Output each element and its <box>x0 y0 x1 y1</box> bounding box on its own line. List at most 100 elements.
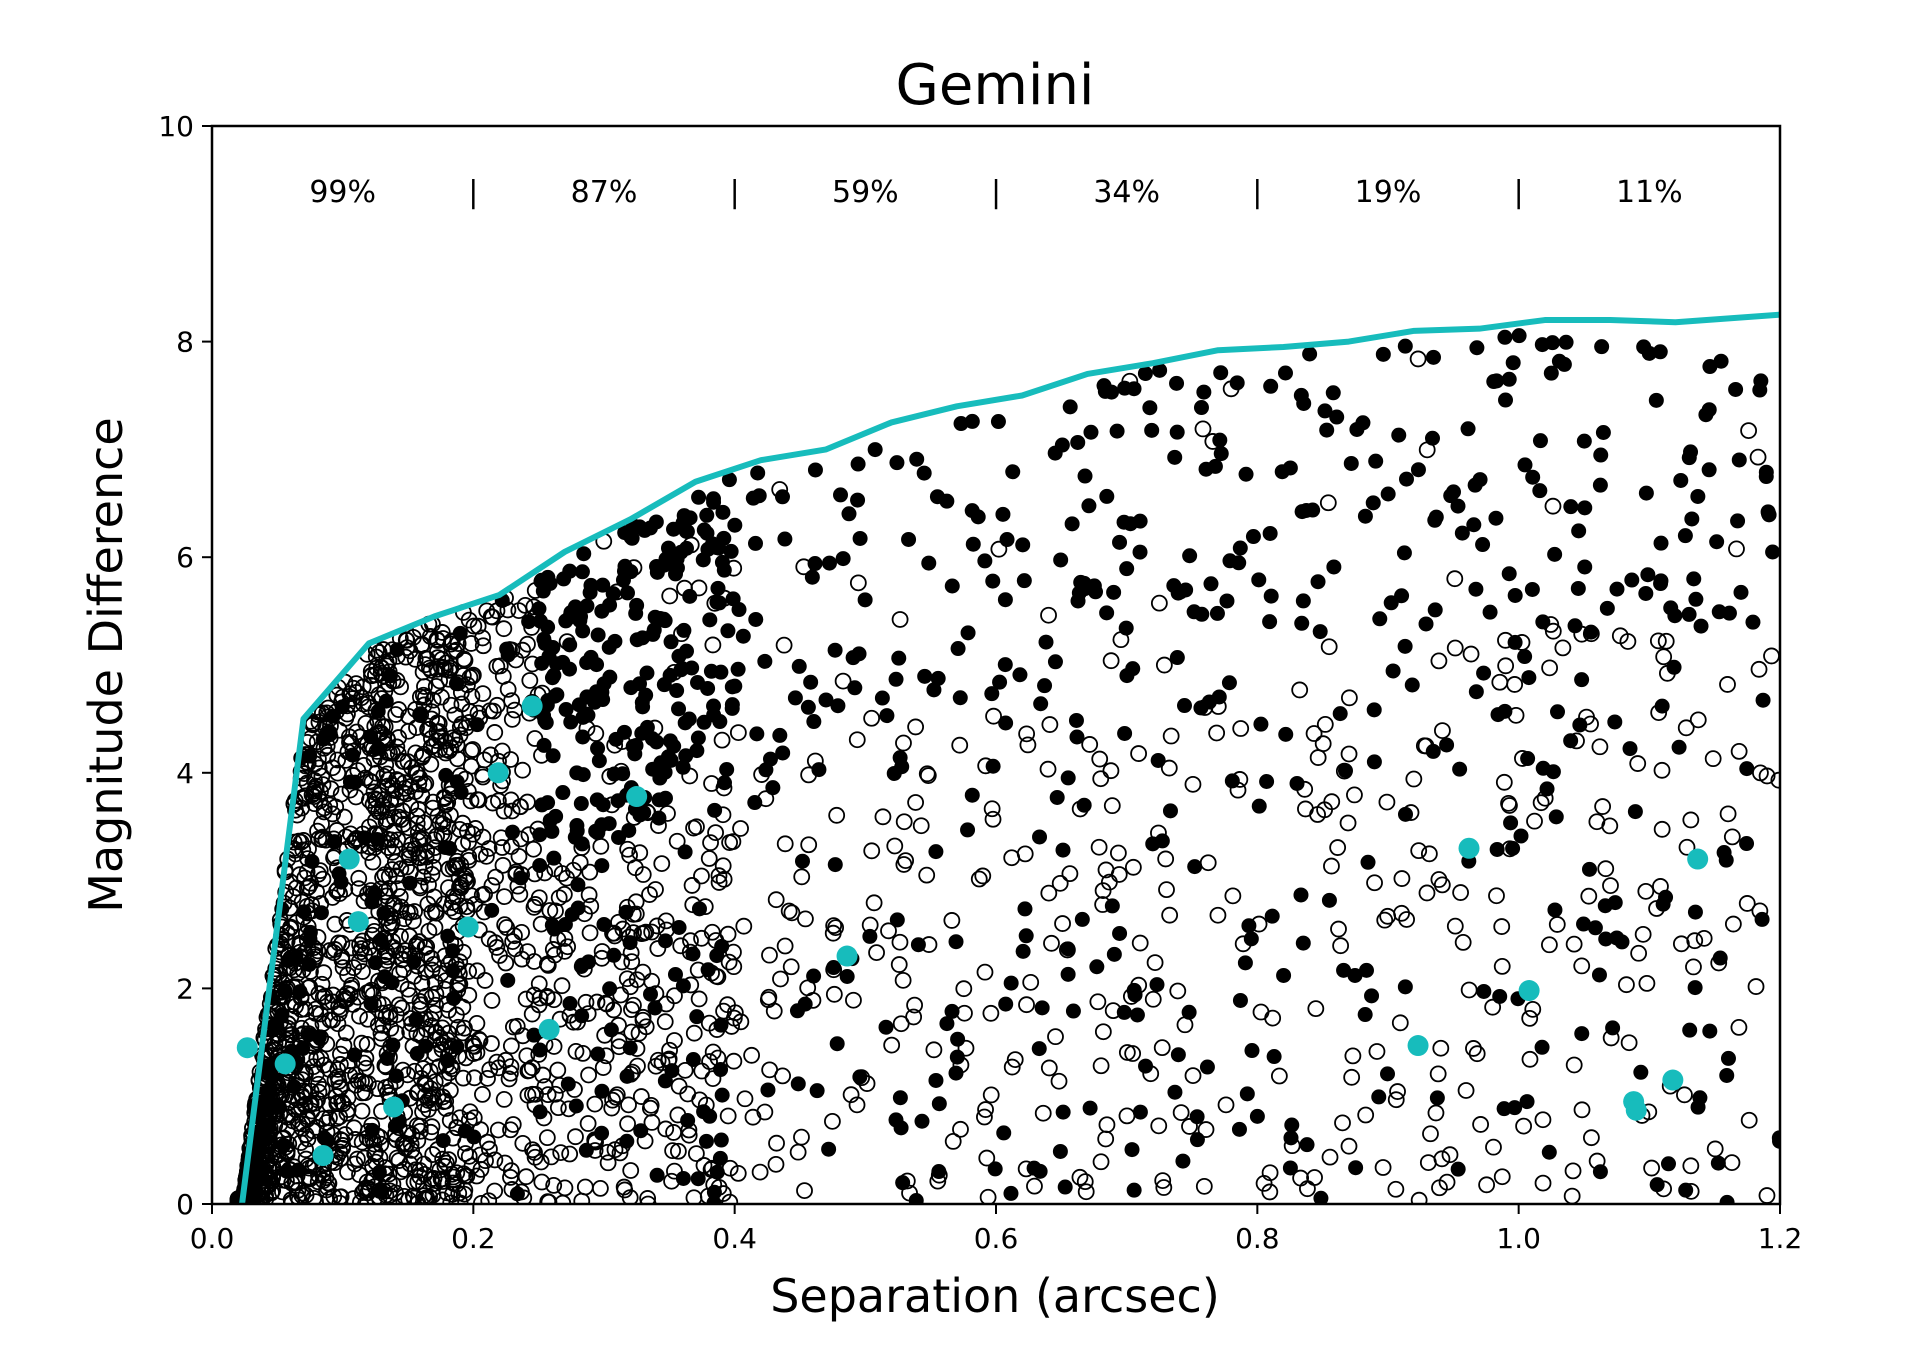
scatter-point-open <box>943 912 961 929</box>
scatter-point-open <box>477 1152 494 1170</box>
scatter-point-open <box>1346 786 1363 804</box>
scatter-point-filled <box>1721 605 1737 621</box>
scatter-point-filled <box>1467 477 1483 493</box>
scatter-point-open <box>309 822 326 840</box>
scatter-point-open <box>1597 860 1615 878</box>
scatter-point-filled <box>1199 1059 1215 1075</box>
scatter-point-filled <box>563 714 579 730</box>
scatter-point-filled <box>1047 445 1063 461</box>
scatter-point-open <box>530 889 548 907</box>
scatter-point-filled <box>751 488 767 504</box>
scatter-point-open <box>1092 1057 1110 1075</box>
scatter-point-filled <box>1138 1058 1154 1074</box>
scatter-point-open <box>324 759 341 777</box>
scatter-point-filled <box>889 455 905 471</box>
scatter-point-open <box>955 980 973 998</box>
scatter-point-filled <box>326 834 342 850</box>
scatter-point-open <box>848 1096 866 1114</box>
scatter-point-open <box>1446 917 1464 935</box>
scatter-point-filled <box>632 519 648 535</box>
scatter-point-filled <box>671 648 687 664</box>
scatter-point-open <box>437 1056 455 1074</box>
scatter-point-filled <box>1475 537 1491 553</box>
scatter-point-filled <box>691 489 707 505</box>
scatter-point-filled <box>657 790 673 806</box>
scatter-point-filled <box>987 1161 1003 1177</box>
scatter-point-open <box>333 1093 351 1111</box>
scatter-point-open <box>525 598 543 616</box>
scatter-point-open <box>729 1164 747 1182</box>
scatter-point-open <box>1637 882 1655 900</box>
y-tick-label: 8 <box>176 326 194 359</box>
scatter-point-open <box>597 994 614 1012</box>
scatter-point-open <box>1169 982 1187 1000</box>
scatter-point-filled <box>1213 365 1229 381</box>
scatter-point-filled <box>1535 760 1551 776</box>
scatter-point-open <box>1340 1137 1358 1155</box>
scatter-point-filled <box>1719 1067 1735 1083</box>
scatter-point-filled <box>878 1019 894 1035</box>
scatter-point-open <box>1446 570 1464 588</box>
scatter-point-filled <box>1081 498 1097 514</box>
scatter-point-open <box>502 1121 519 1139</box>
scatter-point-open <box>1497 631 1514 649</box>
scatter-point-open <box>1054 915 1071 932</box>
scatter-point-filled <box>1278 726 1294 742</box>
scatter-point-open <box>375 930 393 948</box>
scatter-point-open <box>1334 1114 1351 1132</box>
scatter-point-open <box>1076 1173 1094 1191</box>
scatter-point-filled <box>1086 578 1102 594</box>
scatter-point-open <box>560 1100 578 1118</box>
scatter-point-open <box>538 989 556 1006</box>
scatter-point-open <box>1094 896 1112 913</box>
scatter-point-open <box>682 536 700 554</box>
scatter-point-open <box>436 947 454 965</box>
scatter-point-filled <box>748 535 764 551</box>
scatter-point-open <box>578 720 596 737</box>
scatter-point-filled <box>1169 650 1185 666</box>
y-tick-label: 4 <box>176 757 194 790</box>
scatter-point-open <box>390 1152 408 1169</box>
scatter-point-filled <box>1060 770 1076 786</box>
scatter-point-open <box>720 953 738 971</box>
scatter-point-open <box>476 972 494 989</box>
scatter-point-filled <box>827 642 843 658</box>
scatter-point-open <box>619 840 637 858</box>
scatter-point-filled <box>714 1087 730 1103</box>
scatter-point-open <box>861 916 879 934</box>
scatter-point-open <box>824 1112 841 1130</box>
scatter-point-open <box>514 761 531 779</box>
scatter-point-filled <box>633 1123 649 1139</box>
scatter-point-open <box>495 1091 513 1108</box>
scatter-point-filled <box>677 844 693 860</box>
scatter-point-open <box>782 958 800 976</box>
scatter-point-open <box>324 805 342 823</box>
scatter-point-open <box>1534 1174 1552 1192</box>
scatter-point-open <box>460 1147 478 1165</box>
scatter-point-open <box>1305 725 1323 742</box>
scatter-point-open <box>478 602 496 620</box>
scatter-point-open <box>1040 884 1058 902</box>
scatter-point-open <box>682 976 700 994</box>
scatter-point-open <box>1130 745 1148 762</box>
scatter-point-open <box>751 1163 769 1181</box>
scatter-point-filled <box>1563 499 1579 515</box>
scatter-point-filled <box>1031 1041 1047 1057</box>
scatter-point-filled <box>1543 365 1559 381</box>
scatter-point-open <box>1409 350 1427 368</box>
scatter-point-filled <box>1605 1020 1621 1036</box>
scatter-point-filled <box>1015 537 1031 553</box>
scatter-point-open <box>480 1192 498 1204</box>
scatter-point-filled <box>710 580 726 596</box>
scatter-point-open <box>1653 820 1671 838</box>
scatter-point-filled <box>1709 534 1725 550</box>
scatter-point-filled <box>1547 546 1563 562</box>
scatter-point-filled <box>1701 402 1717 418</box>
scatter-point-open <box>433 688 450 706</box>
scatter-point-open <box>1121 372 1139 390</box>
scatter-point-filled <box>931 1164 947 1180</box>
scatter-point-open <box>1565 935 1583 953</box>
scatter-point-open <box>622 944 640 962</box>
scatter-point-filled <box>1175 1153 1191 1169</box>
scatter-point-filled <box>1037 678 1053 694</box>
